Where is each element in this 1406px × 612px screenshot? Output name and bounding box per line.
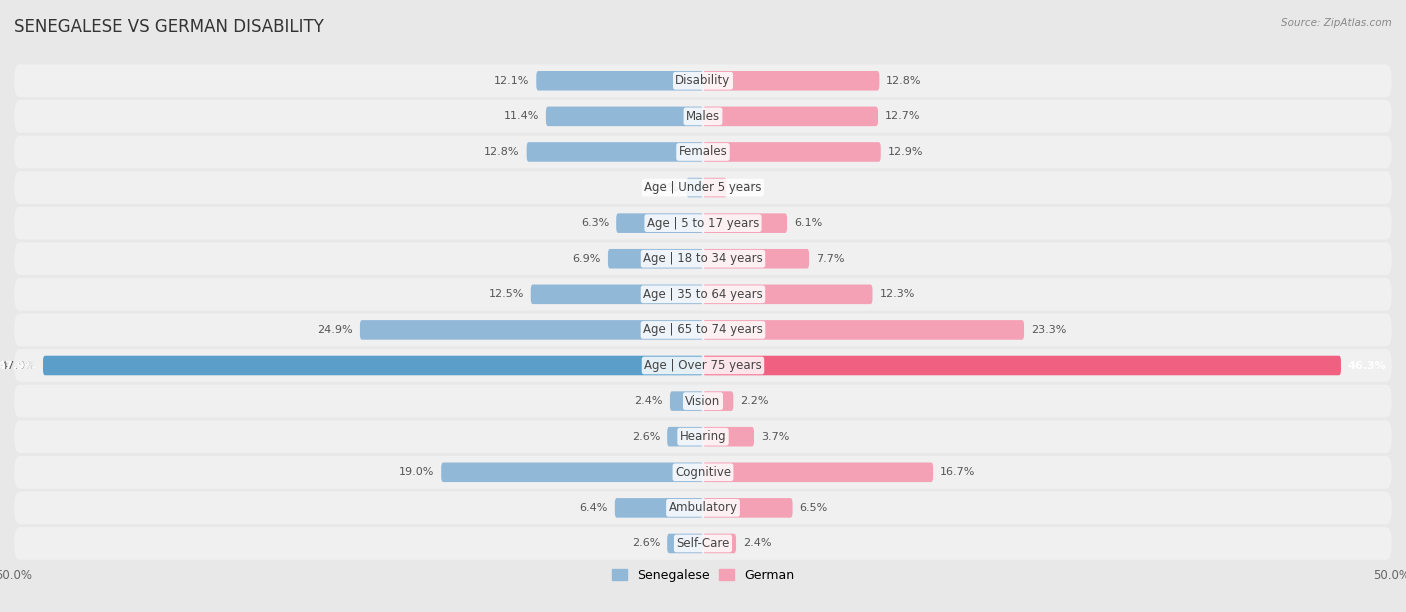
Legend: Senegalese, German: Senegalese, German (606, 564, 800, 587)
Text: 12.3%: 12.3% (879, 289, 915, 299)
FancyBboxPatch shape (14, 100, 1392, 133)
Text: Vision: Vision (685, 395, 721, 408)
FancyBboxPatch shape (703, 463, 934, 482)
Text: 12.8%: 12.8% (484, 147, 520, 157)
FancyBboxPatch shape (616, 214, 703, 233)
Text: 24.9%: 24.9% (318, 325, 353, 335)
Text: 2.2%: 2.2% (740, 396, 769, 406)
FancyBboxPatch shape (14, 349, 1392, 382)
FancyBboxPatch shape (14, 278, 1392, 311)
FancyBboxPatch shape (668, 534, 703, 553)
Text: 47.9%: 47.9% (0, 360, 37, 370)
Text: Females: Females (679, 146, 727, 159)
FancyBboxPatch shape (703, 427, 754, 447)
Text: 12.8%: 12.8% (886, 76, 922, 86)
Text: Age | 18 to 34 years: Age | 18 to 34 years (643, 252, 763, 265)
FancyBboxPatch shape (14, 136, 1392, 168)
FancyBboxPatch shape (669, 391, 703, 411)
FancyBboxPatch shape (607, 249, 703, 269)
FancyBboxPatch shape (14, 385, 1392, 417)
Text: 1.7%: 1.7% (734, 182, 762, 193)
FancyBboxPatch shape (614, 498, 703, 518)
Text: Self-Care: Self-Care (676, 537, 730, 550)
FancyBboxPatch shape (536, 71, 703, 91)
FancyBboxPatch shape (703, 71, 879, 91)
FancyBboxPatch shape (14, 527, 1392, 560)
FancyBboxPatch shape (14, 491, 1392, 524)
FancyBboxPatch shape (703, 285, 873, 304)
FancyBboxPatch shape (14, 420, 1392, 453)
Text: 12.5%: 12.5% (488, 289, 524, 299)
FancyBboxPatch shape (703, 534, 737, 553)
Text: 19.0%: 19.0% (399, 468, 434, 477)
FancyBboxPatch shape (441, 463, 703, 482)
Text: Age | Under 5 years: Age | Under 5 years (644, 181, 762, 194)
FancyBboxPatch shape (703, 214, 787, 233)
FancyBboxPatch shape (703, 249, 808, 269)
Text: 46.3%: 46.3% (1348, 360, 1386, 370)
FancyBboxPatch shape (703, 498, 793, 518)
FancyBboxPatch shape (360, 320, 703, 340)
FancyBboxPatch shape (14, 64, 1392, 97)
Text: 47.9%: 47.9% (0, 360, 37, 370)
FancyBboxPatch shape (703, 142, 880, 162)
FancyBboxPatch shape (44, 356, 703, 375)
Text: 6.1%: 6.1% (794, 218, 823, 228)
Text: Age | 5 to 17 years: Age | 5 to 17 years (647, 217, 759, 230)
Text: 12.9%: 12.9% (887, 147, 924, 157)
Text: 12.7%: 12.7% (884, 111, 921, 121)
Text: 2.6%: 2.6% (631, 431, 661, 442)
Text: Age | 35 to 64 years: Age | 35 to 64 years (643, 288, 763, 301)
Text: 6.9%: 6.9% (572, 254, 600, 264)
FancyBboxPatch shape (14, 242, 1392, 275)
FancyBboxPatch shape (14, 456, 1392, 488)
Text: Hearing: Hearing (679, 430, 727, 443)
Text: Males: Males (686, 110, 720, 123)
FancyBboxPatch shape (14, 171, 1392, 204)
Text: 23.3%: 23.3% (1031, 325, 1066, 335)
FancyBboxPatch shape (703, 177, 727, 197)
FancyBboxPatch shape (531, 285, 703, 304)
FancyBboxPatch shape (703, 391, 734, 411)
Text: 11.4%: 11.4% (503, 111, 538, 121)
FancyBboxPatch shape (668, 427, 703, 447)
Text: 1.2%: 1.2% (651, 182, 679, 193)
FancyBboxPatch shape (14, 313, 1392, 346)
Text: 6.4%: 6.4% (579, 503, 607, 513)
Text: 12.1%: 12.1% (494, 76, 530, 86)
FancyBboxPatch shape (527, 142, 703, 162)
FancyBboxPatch shape (703, 106, 877, 126)
FancyBboxPatch shape (703, 356, 1341, 375)
Text: Age | 65 to 74 years: Age | 65 to 74 years (643, 323, 763, 337)
Text: 3.7%: 3.7% (761, 431, 789, 442)
Text: 7.7%: 7.7% (815, 254, 845, 264)
Text: 6.5%: 6.5% (800, 503, 828, 513)
FancyBboxPatch shape (546, 106, 703, 126)
Text: 2.4%: 2.4% (634, 396, 664, 406)
Text: Disability: Disability (675, 74, 731, 88)
Text: Source: ZipAtlas.com: Source: ZipAtlas.com (1281, 18, 1392, 28)
Text: 2.4%: 2.4% (742, 539, 772, 548)
Text: SENEGALESE VS GERMAN DISABILITY: SENEGALESE VS GERMAN DISABILITY (14, 18, 323, 36)
Text: Ambulatory: Ambulatory (668, 501, 738, 514)
Text: Age | Over 75 years: Age | Over 75 years (644, 359, 762, 372)
Text: Cognitive: Cognitive (675, 466, 731, 479)
Text: 16.7%: 16.7% (941, 468, 976, 477)
FancyBboxPatch shape (686, 177, 703, 197)
FancyBboxPatch shape (14, 207, 1392, 239)
Text: 2.6%: 2.6% (631, 539, 661, 548)
FancyBboxPatch shape (703, 320, 1024, 340)
Text: 6.3%: 6.3% (581, 218, 609, 228)
